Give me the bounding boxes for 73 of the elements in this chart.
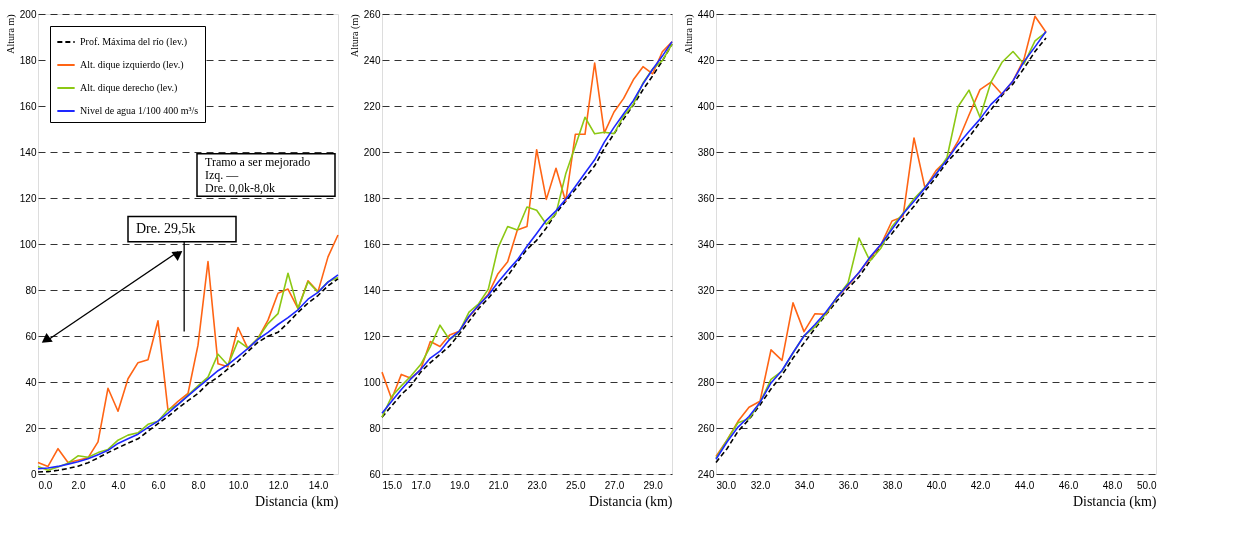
y-tick-label: 240 xyxy=(697,468,715,480)
y-tick-label: 140 xyxy=(363,284,381,296)
y-tick-label: 120 xyxy=(363,330,381,342)
x-tick-label: 23.0 xyxy=(527,479,548,491)
x-tick-label: 0.0 xyxy=(38,479,53,491)
x-tick-label: 34.0 xyxy=(794,479,815,491)
y-tick-label: 140 xyxy=(19,146,37,158)
y-tick-label: 160 xyxy=(19,100,37,112)
x-tick-label: 27.0 xyxy=(604,479,625,491)
x-tick-label: 44.0 xyxy=(1014,479,1035,491)
legend-label: Alt. dique derecho (lev.) xyxy=(80,82,178,94)
y-tick-label: 260 xyxy=(697,422,715,434)
x-tick-label: 4.0 xyxy=(111,479,126,491)
y-tick-label: 300 xyxy=(697,330,715,342)
x-tick-label: 2.0 xyxy=(71,479,86,491)
y-tick-label: 340 xyxy=(697,238,715,250)
x-tick-label: 29.0 xyxy=(643,479,664,491)
y-tick-label: 220 xyxy=(363,100,381,112)
y-tick-label: 120 xyxy=(19,192,37,204)
y-tick-label: 80 xyxy=(369,422,381,434)
y-tick-label: 400 xyxy=(697,100,715,112)
x-tick-label: 14.0 xyxy=(308,479,329,491)
y-axis-title: Altura m) xyxy=(682,14,695,54)
x-tick-label: 10.0 xyxy=(228,479,249,491)
x-tick-label: 38.0 xyxy=(882,479,903,491)
y-tick-label: 420 xyxy=(697,54,715,66)
y-tick-label: 100 xyxy=(363,376,381,388)
x-axis-title: Distancia (km) xyxy=(588,493,673,510)
x-tick-label: 21.0 xyxy=(488,479,509,491)
x-tick-label: 25.0 xyxy=(566,479,586,491)
y-tick-label: 440 xyxy=(697,8,715,20)
x-tick-label: 15.0 xyxy=(382,479,403,491)
x-tick-label: 42.0 xyxy=(970,479,991,491)
x-tick-label: 50.0 xyxy=(1137,479,1157,491)
legend-label: Prof. Máxima del río (lev.) xyxy=(80,36,188,48)
x-tick-label: 46.0 xyxy=(1058,479,1079,491)
y-tick-label: 160 xyxy=(363,238,381,250)
y-tick-label: 100 xyxy=(19,238,37,250)
x-tick-label: 48.0 xyxy=(1102,479,1123,491)
x-tick-label: 19.0 xyxy=(450,479,470,491)
y-tick-label: 280 xyxy=(697,376,715,388)
y-tick-label: 380 xyxy=(697,146,715,158)
x-tick-label: 12.0 xyxy=(268,479,289,491)
annotation: Tramo a ser mejorado Izq. — Dre. 0,0k-8,0k xyxy=(205,155,311,195)
legend-label: Nivel de agua 1/100 400 m³/s xyxy=(80,105,199,116)
y-tick-label: 80 xyxy=(25,284,37,296)
legend-label: Alt. dique izquierdo (lev.) xyxy=(80,59,184,71)
y-tick-label: 20 xyxy=(25,422,37,434)
y-tick-label: 260 xyxy=(363,8,381,20)
y-tick-label: 320 xyxy=(697,284,715,296)
y-tick-label: 240 xyxy=(363,54,381,66)
x-axis-title: Distancia (km) xyxy=(254,493,339,510)
y-tick-label: 360 xyxy=(697,192,715,204)
y-tick-label: 60 xyxy=(25,330,37,342)
x-tick-label: 30.0 xyxy=(716,479,737,491)
x-tick-label: 32.0 xyxy=(750,479,771,491)
x-tick-label: 40.0 xyxy=(926,479,947,491)
y-tick-label: 0 xyxy=(30,468,37,480)
x-tick-label: 8.0 xyxy=(191,479,206,491)
annotation: Dre. 29,5k xyxy=(136,221,196,237)
y-tick-label: 200 xyxy=(363,146,381,158)
line-series xyxy=(37,234,339,468)
x-tick-label: 6.0 xyxy=(151,479,166,491)
x-tick-label: 17.0 xyxy=(411,479,432,491)
y-tick-label: 180 xyxy=(19,54,37,66)
y-tick-label: 180 xyxy=(363,192,381,204)
y-axis-title: Altura (m) xyxy=(348,14,361,57)
y-tick-label: 60 xyxy=(369,468,381,480)
x-tick-label: 36.0 xyxy=(838,479,859,491)
x-axis-title: Distancia (km) xyxy=(1072,493,1157,510)
y-tick-label: 200 xyxy=(19,8,37,20)
y-tick-label: 40 xyxy=(25,376,37,388)
y-axis-title: Altura m) xyxy=(4,14,17,54)
